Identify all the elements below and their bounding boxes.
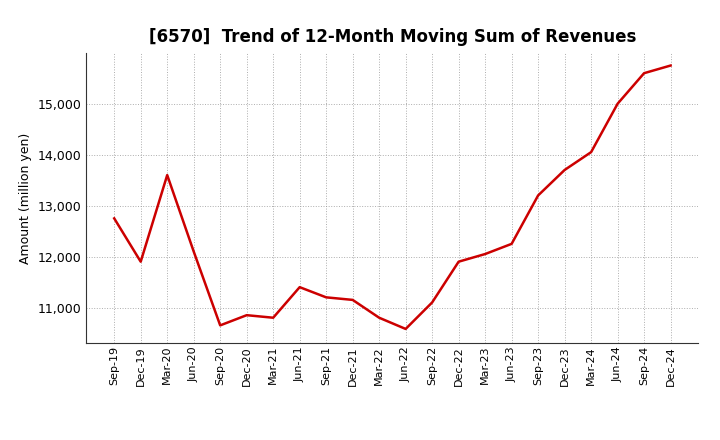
Title: [6570]  Trend of 12-Month Moving Sum of Revenues: [6570] Trend of 12-Month Moving Sum of R…: [149, 28, 636, 46]
Y-axis label: Amount (million yen): Amount (million yen): [19, 132, 32, 264]
